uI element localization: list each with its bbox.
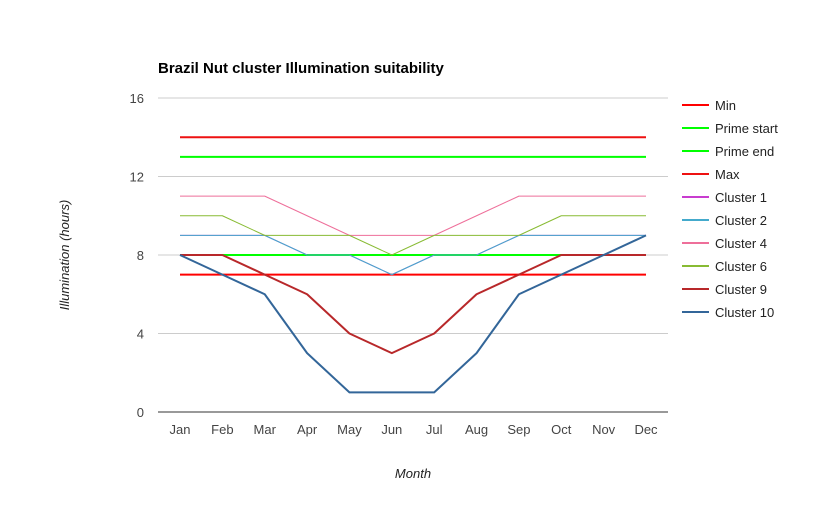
x-tick-label: Feb	[211, 422, 233, 437]
legend-label: Prime start	[715, 121, 778, 136]
x-tick-label: Dec	[634, 422, 658, 437]
x-tick-label: Jun	[381, 422, 402, 437]
x-tick-label: Oct	[551, 422, 572, 437]
legend-label: Cluster 4	[715, 236, 767, 251]
legend-label: Prime end	[715, 144, 774, 159]
x-tick-label: Jan	[170, 422, 191, 437]
x-tick-label: Aug	[465, 422, 488, 437]
legend: Min Prime start Prime end Max Cluster 1 Clust…	[682, 98, 778, 320]
y-tick-labels: 0 4 8 12 16	[130, 91, 144, 420]
y-axis-title: Illumination (hours)	[57, 200, 72, 311]
chart-title: Brazil Nut cluster Illumination suitabil…	[158, 60, 445, 77]
series-line	[180, 234, 646, 276]
legend-label: Cluster 2	[715, 213, 767, 228]
x-tick-label: Apr	[297, 422, 318, 437]
x-tick-label: Nov	[592, 422, 616, 437]
y-tick-label: 0	[137, 405, 144, 420]
legend-label: Cluster 1	[715, 190, 767, 205]
x-tick-label: May	[337, 422, 362, 437]
x-tick-label: Mar	[254, 422, 277, 437]
legend-label: Max	[715, 167, 740, 182]
series-lines	[179, 136, 647, 394]
legend-label: Cluster 10	[715, 305, 774, 320]
x-axis-title: Month	[395, 466, 431, 481]
legend-label: Min	[715, 98, 736, 113]
series-line	[180, 215, 646, 256]
y-tick-label: 8	[137, 248, 144, 263]
series-line	[180, 254, 646, 355]
y-tick-label: 16	[130, 91, 144, 106]
legend-label: Cluster 9	[715, 282, 767, 297]
series-line	[179, 234, 647, 394]
x-tick-label: Jul	[426, 422, 443, 437]
x-tick-label: Sep	[507, 422, 530, 437]
y-tick-label: 4	[137, 327, 144, 342]
y-tick-label: 12	[130, 170, 144, 185]
legend-label: Cluster 6	[715, 259, 767, 274]
x-tick-labels: Jan Feb Mar Apr May Jun Jul Aug Sep Oct Nov Dec	[170, 422, 659, 437]
series-line	[180, 195, 646, 236]
